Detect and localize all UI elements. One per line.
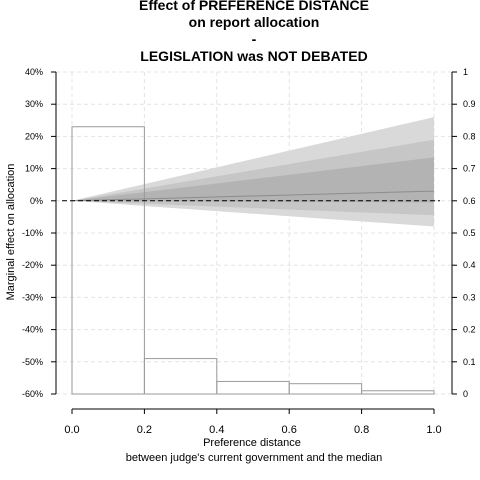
y2-tick-label: 0.9 xyxy=(463,99,476,109)
histogram-bar xyxy=(288,383,363,395)
x-tick-label: 0.4 xyxy=(209,424,224,436)
y2-tick-label: 0.7 xyxy=(463,164,476,174)
title-line-2: - xyxy=(252,31,257,47)
title-line-1: on report allocation xyxy=(189,14,320,30)
x-tick-label: 0.0 xyxy=(64,424,79,436)
y-tick-label: 20% xyxy=(25,131,43,141)
y-tick-label: 10% xyxy=(25,164,43,174)
y-tick-label: -20% xyxy=(22,260,43,270)
x-tick-label: 0.6 xyxy=(282,424,297,436)
histogram-bar xyxy=(143,358,218,395)
y2-tick-label: 0.5 xyxy=(463,228,476,238)
title-line-0: Effect of PREFERENCE DISTANCE xyxy=(139,0,369,13)
y-tick-label: 40% xyxy=(25,67,43,77)
y-tick-label: 30% xyxy=(25,99,43,109)
y-tick-label: -40% xyxy=(22,325,43,335)
histogram-bar xyxy=(71,126,145,395)
x-tick-label: 1.0 xyxy=(426,424,441,436)
x-axis-label: Preference distance xyxy=(203,437,301,449)
x-tick-label: 0.2 xyxy=(137,424,152,436)
effect-lines xyxy=(62,190,440,202)
title-line-3: LEGISLATION was NOT DEBATED xyxy=(140,48,367,64)
x-tick-label: 0.8 xyxy=(354,424,369,436)
band-inner xyxy=(72,157,434,203)
y2-tick-label: 0.2 xyxy=(463,325,476,335)
confidence-bands xyxy=(72,117,434,227)
y2-tick-label: 0.4 xyxy=(463,260,476,270)
histogram-bar xyxy=(216,380,290,395)
y-tick-label: -60% xyxy=(22,389,43,399)
y-tick-label: -50% xyxy=(22,357,43,367)
y-tick-label: -30% xyxy=(22,292,43,302)
y-axis-label: Marginal effect on allocation xyxy=(5,164,17,301)
y2-tick-label: 0 xyxy=(463,389,468,399)
y2-tick-label: 0.8 xyxy=(463,131,476,141)
histogram-bar xyxy=(361,390,435,395)
y2-tick-label: 1 xyxy=(463,67,468,77)
grid xyxy=(56,71,452,395)
axes: -60% -50% -40% -30% -20% -10% 0% 10% 20% 30% 40% 0 0… xyxy=(22,67,476,436)
y2-tick-label: 0.1 xyxy=(463,357,476,367)
axis-labels: Preference distance between judge's curre… xyxy=(5,164,382,464)
x-axis-sublabel: between judge's current government and t… xyxy=(126,452,383,464)
effect-estimate-line xyxy=(71,190,435,202)
y2-tick-label: 0.3 xyxy=(463,292,476,302)
y-tick-label: -10% xyxy=(22,228,43,238)
y2-tick-label: 0.6 xyxy=(463,196,476,206)
histogram xyxy=(71,126,435,395)
y-tick-label: 0% xyxy=(30,196,43,206)
